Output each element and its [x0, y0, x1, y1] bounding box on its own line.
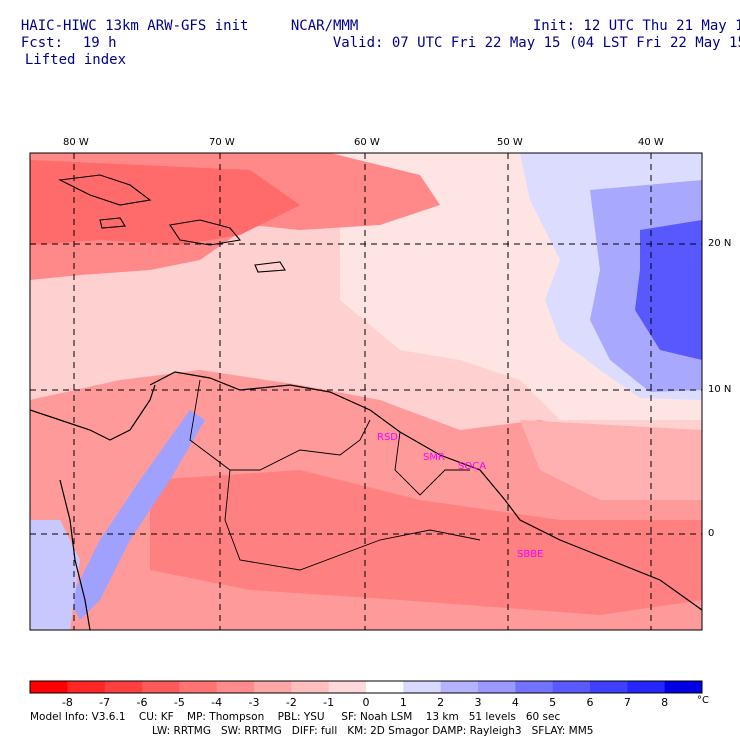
- jamaica-outline: [99, 217, 126, 229]
- colorbar-swatch: [515, 681, 554, 693]
- unstable-core-north: [30, 160, 300, 245]
- colorbar-swatch: [216, 681, 255, 693]
- map-frame: [29, 152, 703, 631]
- colorbar-tick-label: 1: [399, 696, 407, 709]
- cuba-outline: [58, 174, 152, 206]
- colorbar-tick-label: 5: [549, 696, 557, 709]
- field-name: Lifted index: [24, 52, 127, 68]
- colorbar-unit: °C: [697, 695, 709, 706]
- colorbar-swatch: [478, 681, 516, 693]
- colorbar-tick-label: 2: [437, 696, 445, 709]
- central-america-coast: [30, 384, 156, 441]
- pacific-stable-zone: [30, 520, 80, 630]
- colorbar-swatch: [440, 681, 479, 693]
- colorbar-swatch: [552, 681, 591, 693]
- puerto-rico-outline: [254, 261, 286, 273]
- lat-label-10n: 10 N: [708, 384, 732, 395]
- model-title: HAIC-HIWC 13km ARW-GFS init: [20, 18, 249, 34]
- pacific-coast: [59, 479, 91, 630]
- colorbar-tick-label: 3: [474, 696, 482, 709]
- colorbar-tick-label: -2: [285, 696, 297, 709]
- colorbar-swatch: [104, 681, 143, 693]
- model-info-line1: Model Info: V3.6.1 CU: KF MP: Thompson P…: [30, 711, 561, 723]
- guianas-borders: [394, 431, 470, 496]
- station-label-smr: SMR: [423, 452, 445, 463]
- stable-region-core: [635, 220, 702, 360]
- colorbar-tick-label: -8: [61, 696, 73, 709]
- init-time: Init: 12 UTC Thu 21 May 15: [532, 18, 740, 34]
- colorbar-swatch: [30, 681, 68, 693]
- colorbar-tick-label: 4: [511, 696, 519, 709]
- model-info-line2: LW: RRTMG SW: RRTMG DIFF: full KM: 2D Sm…: [152, 725, 594, 737]
- lat-label-20n: 20 N: [708, 238, 732, 249]
- colorbar-swatch: [590, 681, 628, 693]
- colorbar-tick-label: -3: [248, 696, 260, 709]
- colorbar: [30, 681, 703, 693]
- colorbar-tick-label: -5: [173, 696, 185, 709]
- colorbar-swatch: [254, 681, 292, 693]
- lon-label-60w: 60 W: [354, 137, 380, 148]
- colorbar-tick-label: -7: [99, 696, 111, 709]
- colorbar-swatch: [67, 681, 106, 693]
- forecast-hour: 19 h: [82, 35, 117, 51]
- colorbar-swatch: [366, 681, 404, 693]
- lat-label-eq: 0: [708, 528, 715, 539]
- hispaniola-outline: [169, 219, 242, 246]
- colorbar-swatch: [142, 681, 180, 693]
- colorbar-swatch: [179, 681, 218, 693]
- colorbar-tick-label: 0: [362, 696, 370, 709]
- colorbar-swatch: [664, 681, 703, 693]
- lon-label-50w: 50 W: [497, 137, 523, 148]
- colorbar-tick-label: 7: [623, 696, 631, 709]
- andes-stable-streak: [70, 410, 205, 620]
- atlantic-south-pink: [520, 420, 702, 500]
- lat-lon-grid: [30, 153, 702, 630]
- colorbar-swatch: [328, 681, 367, 693]
- station-label-sbbe: SBBE: [517, 549, 544, 560]
- colorbar-frame: [29, 680, 703, 694]
- colorbar-tick-label: -6: [136, 696, 148, 709]
- colorbar-swatch: [627, 681, 666, 693]
- colorbar-swatch: [403, 681, 442, 693]
- border-lines-north: [189, 379, 371, 471]
- colorbar-tick-label: 8: [661, 696, 669, 709]
- south-america-coast: [149, 371, 702, 611]
- organization: NCAR/MMM: [290, 18, 359, 34]
- colorbar-tick-label: -1: [323, 696, 335, 709]
- station-label-rsd: RSD: [377, 432, 398, 443]
- unstable-amazon: [150, 470, 702, 615]
- forecast-label: Fcst:: [20, 35, 64, 51]
- colorbar-tick-label: -4: [211, 696, 223, 709]
- lon-label-70w: 70 W: [209, 137, 235, 148]
- valid-time: Valid: 07 UTC Fri 22 May 15 (04 LST Fri …: [332, 35, 740, 51]
- colorbar-swatch: [291, 681, 330, 693]
- colorbar-tick-label: 6: [586, 696, 594, 709]
- border-lines-south: [224, 469, 481, 571]
- station-label-soca: SOCA: [458, 461, 487, 472]
- lon-label-80w: 80 W: [63, 137, 89, 148]
- lon-label-40w: 40 W: [638, 137, 664, 148]
